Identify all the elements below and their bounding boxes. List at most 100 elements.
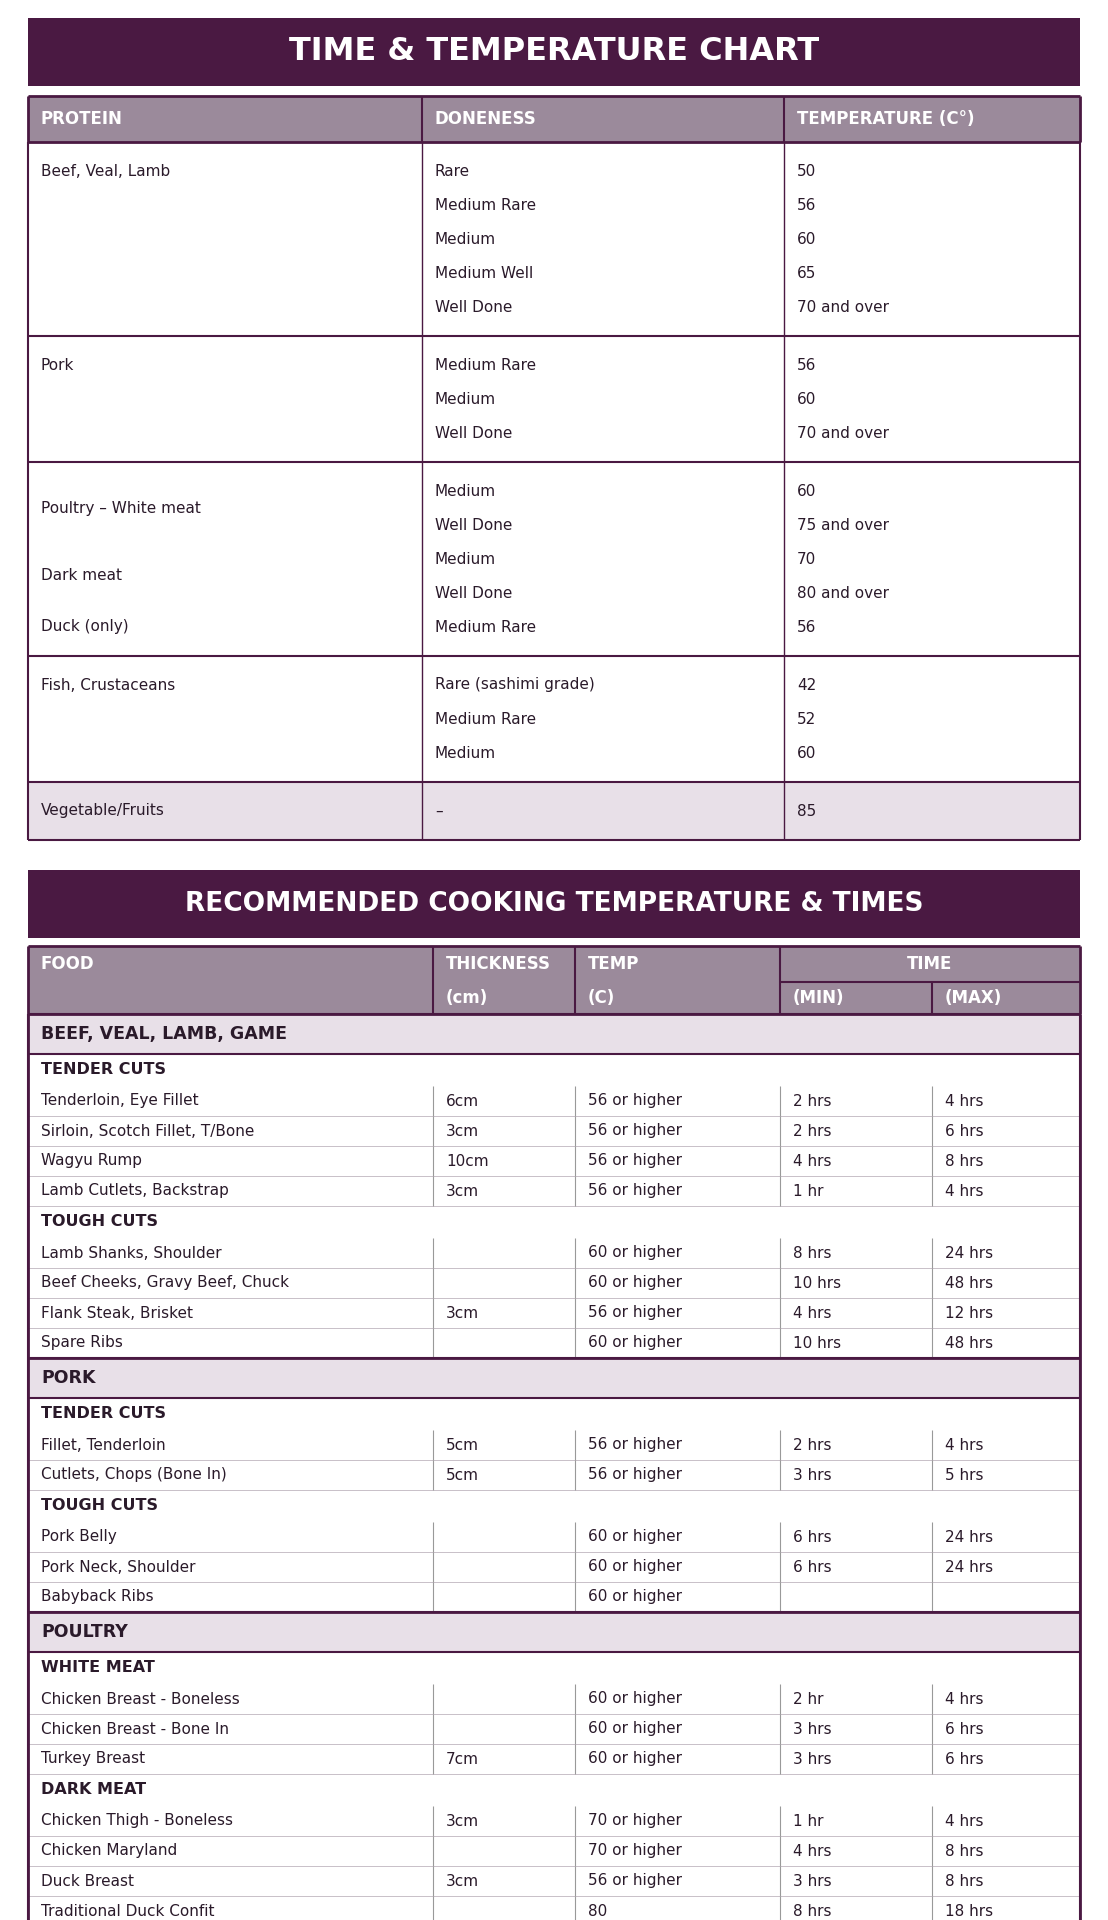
Bar <box>28 96 1080 142</box>
Bar <box>28 1684 1080 1715</box>
Text: 8 hrs: 8 hrs <box>945 1843 984 1859</box>
Text: Lamb Cutlets, Backstrap: Lamb Cutlets, Backstrap <box>41 1183 229 1198</box>
Text: 6 hrs: 6 hrs <box>945 1123 984 1139</box>
Bar <box>28 870 1080 939</box>
Text: 56 or higher: 56 or higher <box>588 1467 683 1482</box>
Text: 3 hrs: 3 hrs <box>793 1751 832 1766</box>
Text: Duck (only): Duck (only) <box>41 620 129 634</box>
Text: 70 or higher: 70 or higher <box>588 1814 681 1828</box>
Text: 56 or higher: 56 or higher <box>588 1094 683 1108</box>
Text: 70 and over: 70 and over <box>797 426 889 440</box>
Bar <box>28 1490 1080 1523</box>
Text: 1 hr: 1 hr <box>793 1814 823 1828</box>
Text: 56 or higher: 56 or higher <box>588 1154 683 1169</box>
Text: 56: 56 <box>797 198 817 213</box>
Text: 6 hrs: 6 hrs <box>945 1751 984 1766</box>
Text: Babyback Ribs: Babyback Ribs <box>41 1590 154 1605</box>
Text: 3cm: 3cm <box>447 1306 479 1321</box>
Bar <box>28 1146 1080 1175</box>
Text: Well Done: Well Done <box>435 426 512 440</box>
Text: PROTEIN: PROTEIN <box>41 109 123 129</box>
Bar <box>28 1175 1080 1206</box>
Bar <box>28 1357 1080 1398</box>
Bar <box>28 1116 1080 1146</box>
Bar <box>28 1430 1080 1459</box>
Bar <box>28 1866 1080 1897</box>
Text: 60 or higher: 60 or higher <box>588 1722 683 1736</box>
Text: Medium Rare: Medium Rare <box>435 357 536 372</box>
Text: Cutlets, Chops (Bone In): Cutlets, Chops (Bone In) <box>41 1467 227 1482</box>
Bar <box>28 1298 1080 1329</box>
Text: BEEF, VEAL, LAMB, GAME: BEEF, VEAL, LAMB, GAME <box>41 1025 287 1043</box>
Text: 24 hrs: 24 hrs <box>945 1559 993 1574</box>
Text: TEMP: TEMP <box>588 954 639 973</box>
Text: TIME: TIME <box>907 954 953 973</box>
Text: 3cm: 3cm <box>447 1183 479 1198</box>
Text: 5cm: 5cm <box>447 1467 479 1482</box>
Text: Duck Breast: Duck Breast <box>41 1874 134 1889</box>
Text: 8 hrs: 8 hrs <box>793 1903 831 1918</box>
Text: Beef Cheeks, Gravy Beef, Chuck: Beef Cheeks, Gravy Beef, Chuck <box>41 1275 289 1290</box>
Text: (C): (C) <box>588 989 615 1006</box>
Text: 6 hrs: 6 hrs <box>793 1559 832 1574</box>
Text: Beef, Veal, Lamb: Beef, Veal, Lamb <box>41 163 171 179</box>
Text: THICKNESS: THICKNESS <box>447 954 551 973</box>
Bar <box>28 1774 1080 1807</box>
Text: Medium: Medium <box>435 484 496 499</box>
Bar <box>28 1014 1080 1054</box>
Text: 56 or higher: 56 or higher <box>588 1123 683 1139</box>
Text: 50: 50 <box>797 163 817 179</box>
Text: 56 or higher: 56 or higher <box>588 1874 683 1889</box>
Text: Pork Belly: Pork Belly <box>41 1530 116 1544</box>
Text: 48 hrs: 48 hrs <box>945 1336 993 1350</box>
Text: 70: 70 <box>797 551 817 566</box>
Text: 56 or higher: 56 or higher <box>588 1183 683 1198</box>
Text: Wagyu Rump: Wagyu Rump <box>41 1154 142 1169</box>
Bar <box>28 336 1080 463</box>
Text: FOOD: FOOD <box>41 954 94 973</box>
Bar <box>28 1807 1080 1836</box>
Text: 18 hrs: 18 hrs <box>945 1903 993 1918</box>
Text: 60: 60 <box>797 745 817 760</box>
Bar <box>28 947 1080 1014</box>
Text: 3cm: 3cm <box>447 1814 479 1828</box>
Text: 60 or higher: 60 or higher <box>588 1246 683 1261</box>
Bar <box>28 17 1080 86</box>
Text: (MIN): (MIN) <box>793 989 844 1006</box>
Text: 56 or higher: 56 or higher <box>588 1438 683 1453</box>
Text: 6 hrs: 6 hrs <box>793 1530 832 1544</box>
Text: Medium Well: Medium Well <box>435 265 533 280</box>
Bar <box>28 1743 1080 1774</box>
Bar <box>28 142 1080 336</box>
Text: 3 hrs: 3 hrs <box>793 1467 832 1482</box>
Text: Fillet, Tenderloin: Fillet, Tenderloin <box>41 1438 165 1453</box>
Text: PORK: PORK <box>41 1369 95 1386</box>
Text: (MAX): (MAX) <box>945 989 1003 1006</box>
Text: 60: 60 <box>797 232 817 246</box>
Text: 7cm: 7cm <box>447 1751 479 1766</box>
Text: TEMPERATURE (C°): TEMPERATURE (C°) <box>797 109 975 129</box>
Text: 24 hrs: 24 hrs <box>945 1246 993 1261</box>
Text: 1 hr: 1 hr <box>793 1183 823 1198</box>
Text: DARK MEAT: DARK MEAT <box>41 1782 146 1797</box>
Text: 5 hrs: 5 hrs <box>945 1467 984 1482</box>
Text: 65: 65 <box>797 265 817 280</box>
Text: 60 or higher: 60 or higher <box>588 1590 683 1605</box>
Text: 60 or higher: 60 or higher <box>588 1692 683 1707</box>
Text: Turkey Breast: Turkey Breast <box>41 1751 145 1766</box>
Text: 48 hrs: 48 hrs <box>945 1275 993 1290</box>
Text: 60 or higher: 60 or higher <box>588 1275 683 1290</box>
Bar <box>28 1523 1080 1551</box>
Text: 60 or higher: 60 or higher <box>588 1559 683 1574</box>
Text: 2 hrs: 2 hrs <box>793 1094 831 1108</box>
Text: Rare (sashimi grade): Rare (sashimi grade) <box>435 678 595 693</box>
Bar <box>28 657 1080 781</box>
Bar <box>28 1613 1080 1651</box>
Text: TENDER CUTS: TENDER CUTS <box>41 1407 166 1421</box>
Text: 10cm: 10cm <box>447 1154 489 1169</box>
Text: Chicken Breast - Bone In: Chicken Breast - Bone In <box>41 1722 229 1736</box>
Text: 3 hrs: 3 hrs <box>793 1722 832 1736</box>
Text: WHITE MEAT: WHITE MEAT <box>41 1661 155 1676</box>
Bar <box>28 1087 1080 1116</box>
Text: 4 hrs: 4 hrs <box>945 1692 984 1707</box>
